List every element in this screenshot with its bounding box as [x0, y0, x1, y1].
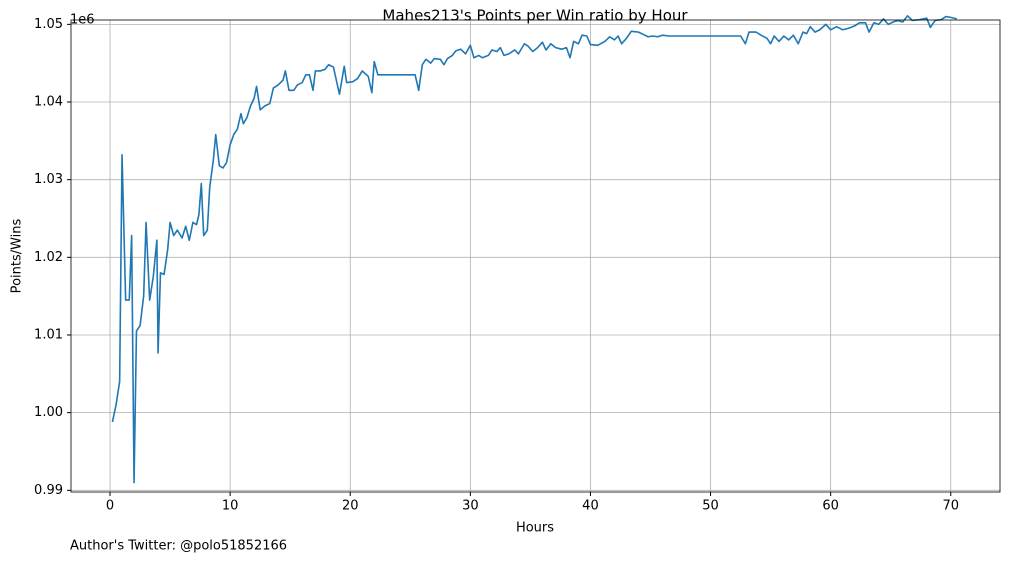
plot-frame: [70, 19, 1001, 493]
y-tick-label: 1.05: [34, 17, 63, 32]
y-tick-label: 1.03: [34, 172, 63, 187]
y-tick-label: 1.01: [34, 327, 63, 342]
x-tick-label: 0: [106, 499, 114, 514]
y-tick-label: 1.00: [34, 405, 63, 420]
x-tick-label: 40: [582, 499, 599, 514]
y-axis-label: Points/Wins: [10, 218, 25, 293]
data-line: [111, 15, 957, 484]
y-tick-label: 1.02: [34, 250, 63, 265]
chart-title: Mahes213's Points per Win ratio by Hour: [382, 7, 688, 25]
x-tick-label: 70: [942, 499, 959, 514]
x-tick-label: 20: [342, 499, 359, 514]
y-tick-label: 0.99: [34, 483, 63, 498]
x-tick-label: 60: [822, 499, 839, 514]
footer-note: Author's Twitter: @polo51852166: [70, 539, 287, 554]
x-tick-label: 10: [222, 499, 239, 514]
x-tick-label: 50: [702, 499, 719, 514]
x-tick-label: 30: [462, 499, 479, 514]
y-tick-label: 1.04: [34, 95, 63, 110]
x-axis-label: Hours: [516, 521, 554, 536]
